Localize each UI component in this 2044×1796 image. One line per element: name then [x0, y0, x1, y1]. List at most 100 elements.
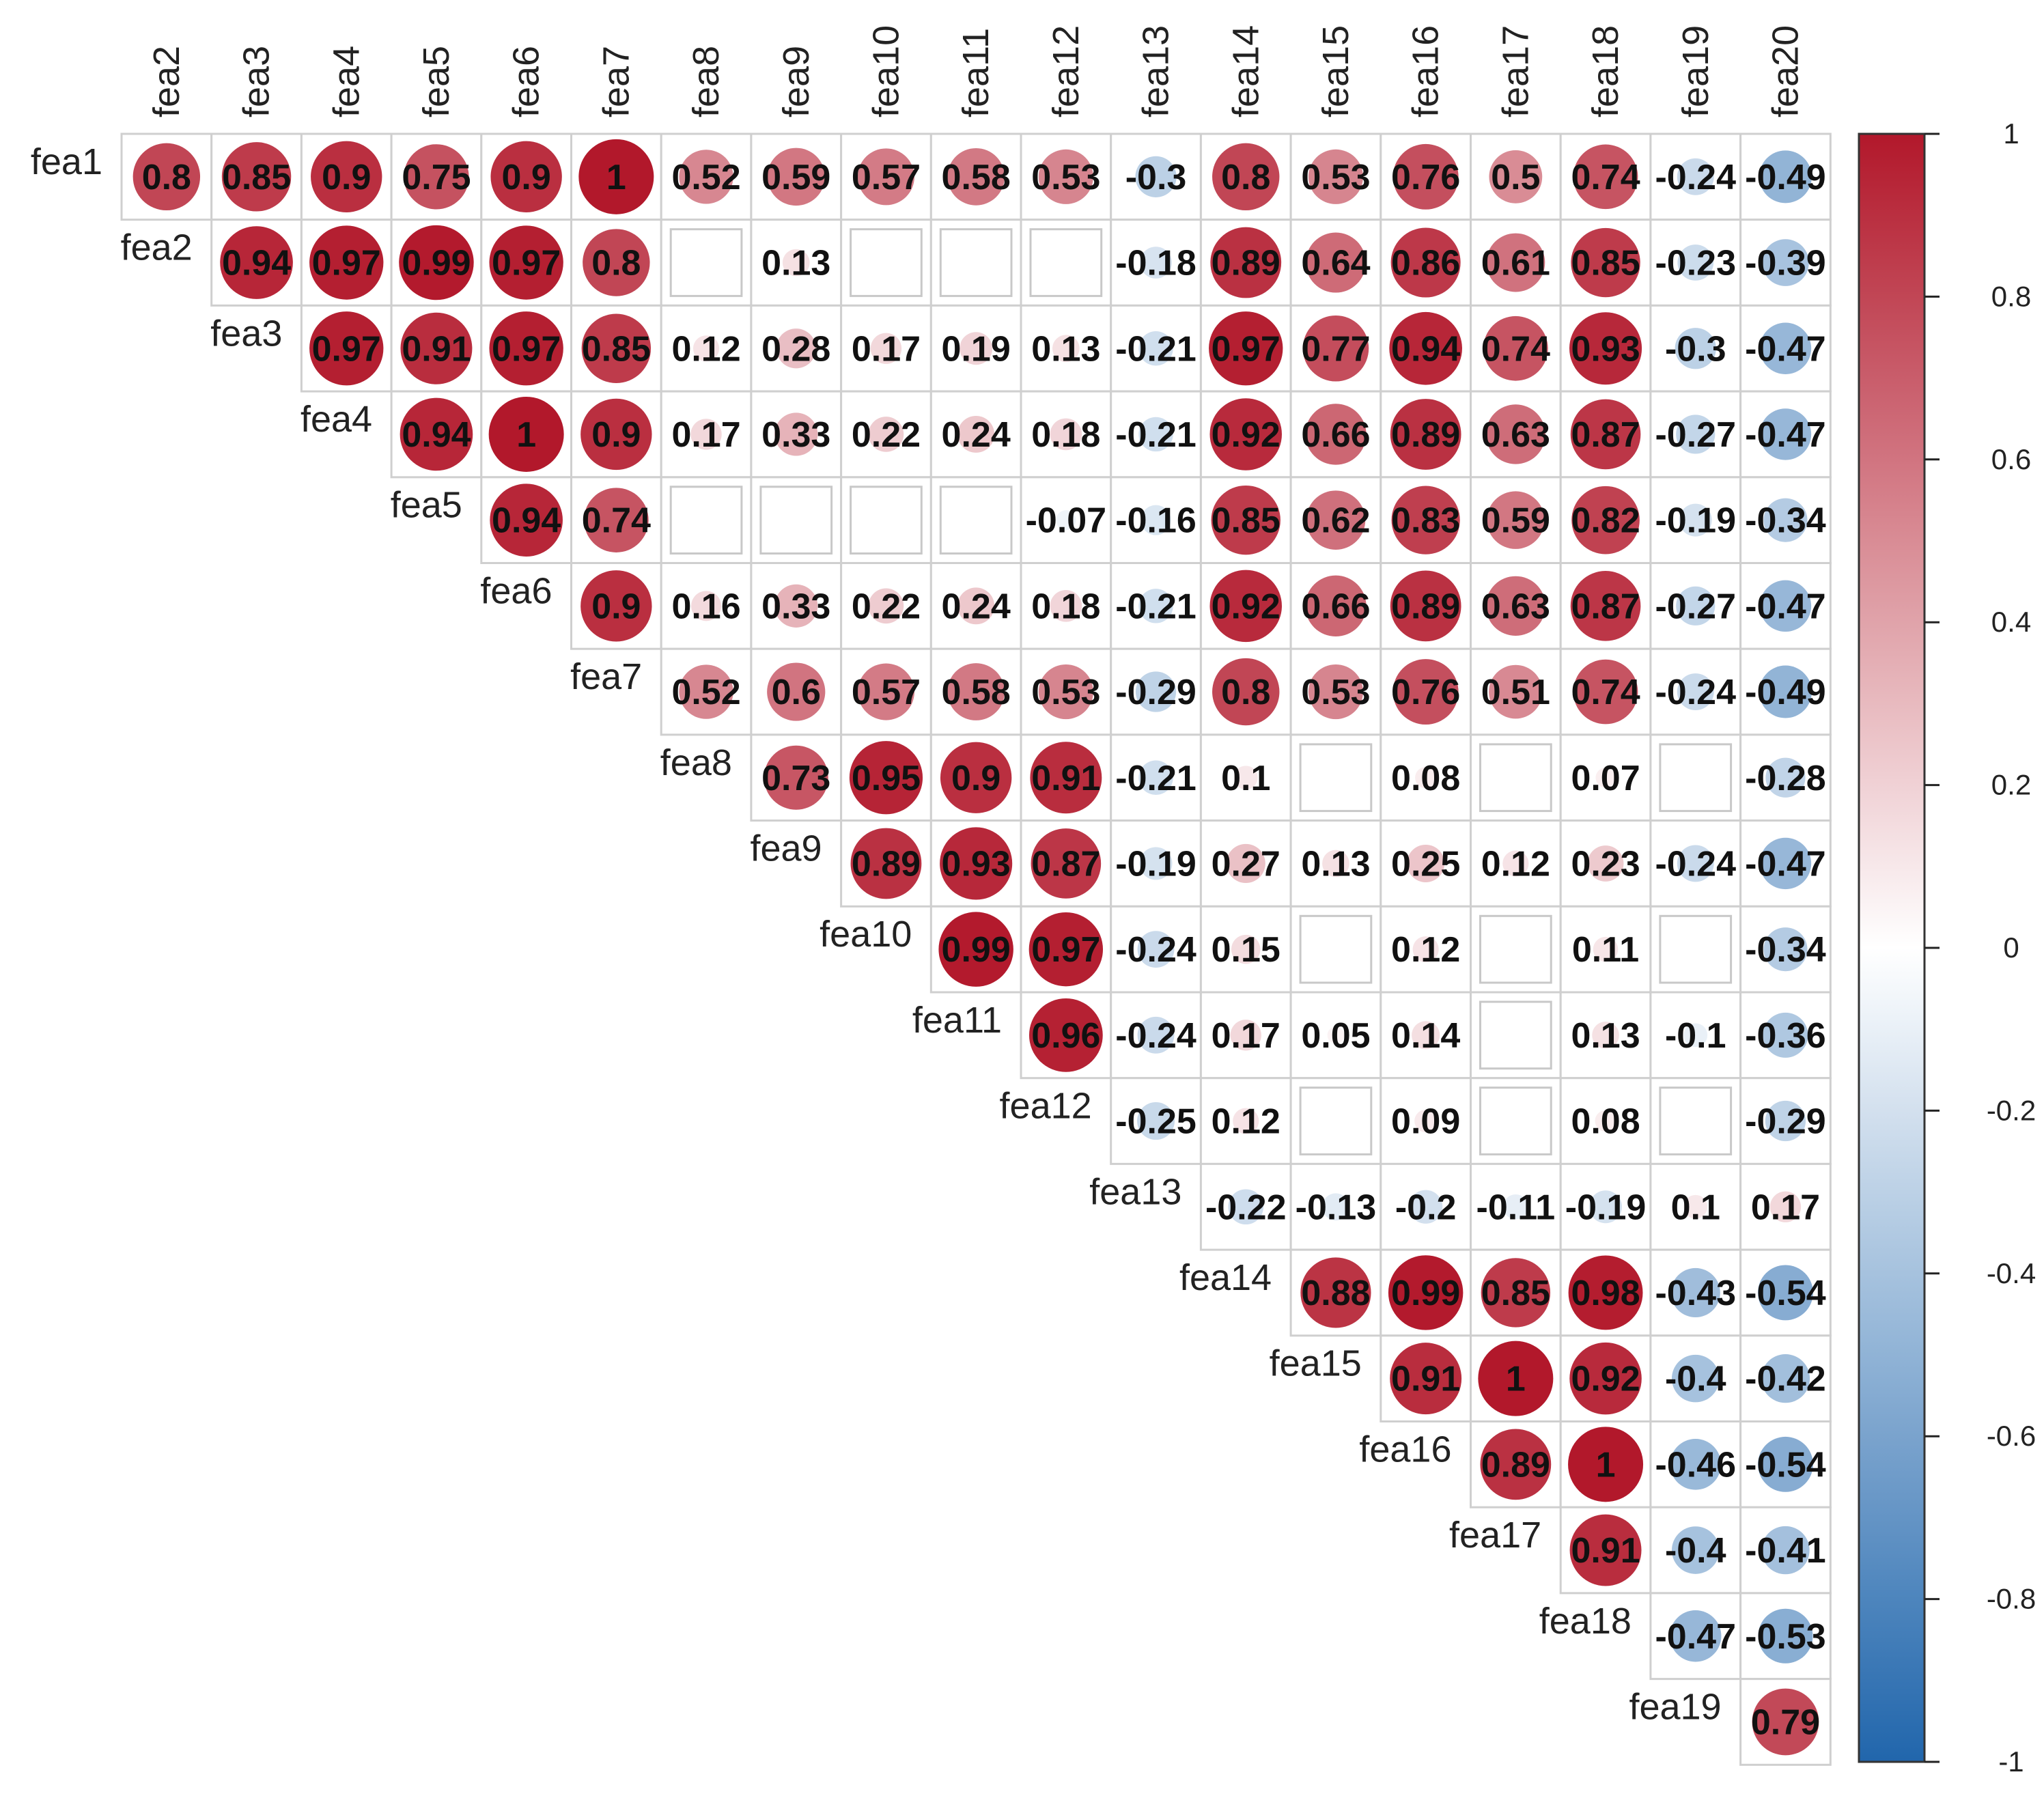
correlation-value-label: 0.22 [852, 415, 921, 455]
correlation-circle [1763, 498, 1808, 542]
correlation-circle [1587, 845, 1624, 882]
heatmap-cell: -0.28 [1739, 733, 1832, 822]
correlation-circle [1671, 1354, 1720, 1403]
correlation-value-label: -0.27 [1655, 415, 1736, 455]
row-label: fea7 [570, 656, 642, 697]
correlation-value-label: 0.25 [1391, 844, 1460, 884]
correlation-circle [679, 664, 733, 719]
correlation-value-label: 0.8 [1221, 673, 1270, 712]
correlation-value-label: -0.39 [1745, 244, 1826, 283]
correlation-value-label: 0.13 [1571, 1016, 1640, 1056]
heatmap-cell: 0.94 [1380, 304, 1472, 393]
blank-cell-box [1659, 914, 1733, 984]
correlation-circle [1407, 844, 1445, 882]
correlation-value-label: -0.1 [1665, 1016, 1726, 1056]
correlation-value-label: -0.19 [1565, 1188, 1647, 1227]
correlation-value-label: 0.87 [1571, 587, 1640, 626]
blank-cell-box [1659, 743, 1733, 813]
correlation-value-label: -0.21 [1115, 329, 1196, 369]
heatmap-cell: 0.77 [1289, 304, 1382, 393]
correlation-circle [583, 229, 650, 296]
heatmap-cell: 0.86 [1380, 219, 1472, 307]
heatmap-cell: 0.87 [1559, 562, 1652, 650]
heatmap-cell: -0.07 [1020, 476, 1112, 564]
heatmap-cell: -0.1 [1649, 991, 1742, 1080]
correlation-circle [581, 313, 652, 383]
heatmap-cell: -0.42 [1739, 1334, 1832, 1423]
correlation-circle [489, 311, 563, 386]
correlation-value-label: 0.17 [1212, 1016, 1280, 1056]
column-label: fea9 [776, 46, 817, 117]
column-label: fea17 [1495, 25, 1536, 117]
correlation-circle [1390, 399, 1461, 470]
heatmap-cell: -0.49 [1739, 132, 1832, 221]
correlation-circle [400, 312, 473, 384]
correlation-circle [1210, 227, 1282, 298]
correlation-circle [1212, 658, 1280, 726]
correlation-circle [1677, 244, 1714, 281]
heatmap-cell [1470, 733, 1562, 822]
correlation-value-label: 0.1 [1671, 1188, 1720, 1227]
correlation-circle [857, 148, 914, 206]
correlation-value-label: 0.12 [671, 329, 740, 369]
correlation-value-label: 0.8 [591, 244, 641, 283]
correlation-circle [1390, 227, 1461, 298]
correlation-circle [1300, 1257, 1371, 1328]
correlation-circle [1670, 1610, 1722, 1662]
heatmap-cell: 0.99 [1380, 1248, 1472, 1337]
row-label: fea15 [1270, 1343, 1362, 1384]
correlation-value-label: 0.15 [1212, 930, 1280, 970]
heatmap-cell: -0.36 [1739, 991, 1832, 1080]
correlation-circle [1135, 156, 1177, 197]
correlation-circle [1568, 1255, 1643, 1330]
correlation-circle [1412, 1021, 1440, 1050]
row-label: fea10 [820, 914, 912, 955]
correlation-value-label: 0.62 [1301, 501, 1370, 541]
blank-cell-box [669, 228, 743, 297]
column-label: fea7 [596, 46, 636, 117]
correlation-value-label: 0.99 [1391, 1274, 1460, 1313]
correlation-circle [488, 396, 564, 472]
correlation-value-label: 0.91 [402, 329, 471, 369]
correlation-value-label: -0.27 [1655, 587, 1736, 626]
heatmap-cell: -0.47 [1739, 562, 1832, 650]
heatmap-cell: 0.17 [1199, 991, 1292, 1080]
correlation-value-label: 0.13 [1031, 329, 1100, 369]
correlation-value-label: -0.13 [1296, 1188, 1377, 1227]
correlation-circle [1137, 1016, 1175, 1054]
heatmap-cell: 0.99 [390, 219, 483, 307]
correlation-circle [1683, 1023, 1708, 1048]
correlation-value-label: -0.54 [1745, 1274, 1826, 1313]
heatmap-cell: 0.87 [1559, 390, 1652, 479]
correlation-value-label: -0.24 [1655, 158, 1736, 197]
correlation-value-label: 0.9 [322, 158, 371, 197]
heatmap-cell: 1 [570, 132, 662, 221]
heatmap-cell: 0.88 [1289, 1248, 1382, 1337]
heatmap-cell: -0.4 [1649, 1506, 1742, 1595]
heatmap-cell: 0.91 [390, 304, 483, 393]
colorbar-gradient [1858, 132, 1926, 1763]
correlation-value-label: 0.53 [1301, 158, 1370, 197]
correlation-value-label: -0.49 [1745, 158, 1826, 197]
correlation-value-label: 0.89 [1481, 1445, 1550, 1485]
correlation-circle [767, 148, 825, 206]
heatmap-cell [929, 476, 1022, 564]
correlation-circle [1327, 1026, 1345, 1044]
correlation-circle [1305, 232, 1366, 293]
row-label: fea8 [660, 742, 732, 783]
heatmap-cell [840, 476, 932, 564]
correlation-circle [691, 591, 722, 621]
heatmap-cell: 0.85 [210, 132, 303, 221]
correlation-circle [221, 142, 292, 212]
correlation-value-label: -0.47 [1745, 587, 1826, 626]
heatmap-cell: -0.54 [1739, 1248, 1832, 1337]
heatmap-cell: 0.51 [1470, 647, 1562, 736]
heatmap-cell: 0.1 [1649, 1162, 1742, 1251]
row-label: fea5 [391, 485, 462, 526]
heatmap-cell: 0.74 [1559, 647, 1652, 736]
correlation-value-label: 0.83 [1391, 501, 1460, 541]
heatmap-cell: 0.74 [1559, 132, 1652, 221]
heatmap-cell: 0.08 [1559, 1077, 1652, 1165]
correlation-circle [868, 588, 904, 624]
heatmap-cell: 0.59 [750, 132, 843, 221]
